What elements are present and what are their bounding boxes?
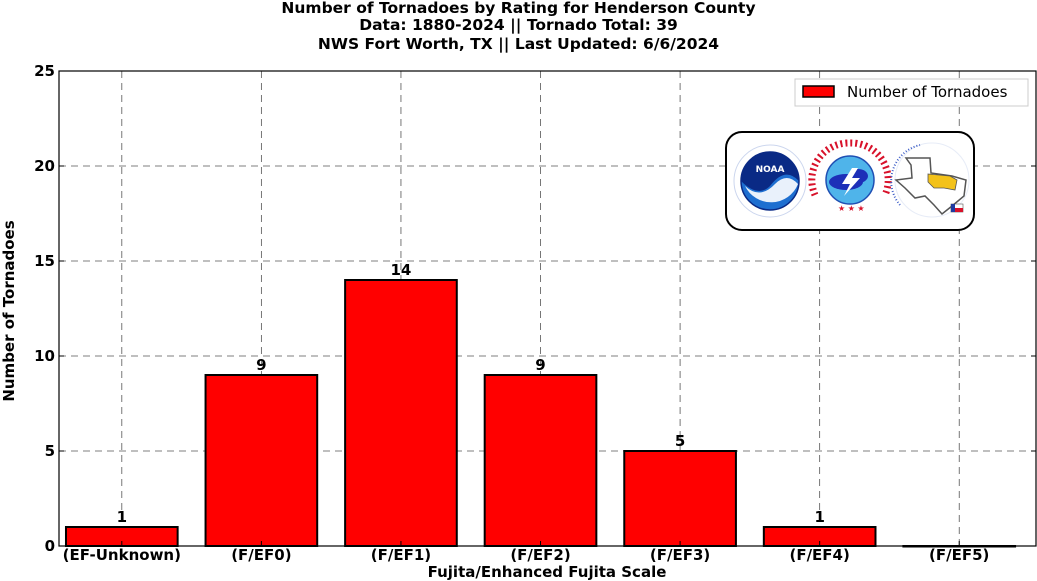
svg-text:★ ★ ★: ★ ★ ★ bbox=[838, 204, 865, 213]
chart-title-line-2: Data: 1880-2024 || Tornado Total: 39 bbox=[359, 16, 678, 34]
legend: Number of Tornadoes bbox=[794, 78, 1029, 107]
x-tick-label-6: (F/EF5) bbox=[929, 546, 989, 564]
data-label-3: 9 bbox=[535, 356, 545, 374]
nws-fort-worth-logo bbox=[890, 142, 970, 218]
x-ticks-group: (EF-Unknown) (F/EF0) (F/EF1) (F/EF2) (F/EF3)… bbox=[63, 541, 989, 564]
data-label-2: 14 bbox=[391, 261, 412, 279]
y-tick-label: 15 bbox=[34, 252, 55, 270]
y-tick-label: 0 bbox=[45, 537, 55, 555]
bar-1 bbox=[204, 374, 319, 547]
y-tick-label: 5 bbox=[45, 442, 55, 460]
x-tick-label-1: (F/EF0) bbox=[231, 546, 291, 564]
bars-group bbox=[64, 279, 1017, 548]
y-tick-label: 25 bbox=[34, 62, 55, 80]
bar-3 bbox=[483, 374, 598, 547]
nws-logo: ★ ★ ★ bbox=[808, 139, 892, 217]
legend-label: Number of Tornadoes bbox=[847, 83, 1008, 101]
legend-swatch bbox=[802, 85, 835, 98]
data-label-1: 9 bbox=[256, 356, 266, 374]
y-tick-label: 20 bbox=[34, 157, 55, 175]
x-tick-label-3: (F/EF2) bbox=[510, 546, 570, 564]
x-tick-label-2: (F/EF1) bbox=[371, 546, 431, 564]
logos-panel: NOAA ★ ★ ★ bbox=[725, 131, 975, 231]
x-tick-label-5: (F/EF4) bbox=[789, 546, 849, 564]
svg-text:NOAA: NOAA bbox=[756, 165, 785, 175]
plot-frame bbox=[58, 70, 1037, 547]
data-label-0: 1 bbox=[117, 508, 127, 526]
y-tick-label: 10 bbox=[34, 347, 55, 365]
data-label-5: 1 bbox=[814, 508, 824, 526]
bar-2 bbox=[344, 279, 458, 547]
x-tick-label-4: (F/EF3) bbox=[650, 546, 710, 564]
x-tick-label-0: (EF-Unknown) bbox=[63, 546, 181, 564]
bar-4 bbox=[623, 450, 737, 547]
data-label-4: 5 bbox=[675, 432, 685, 450]
x-axis-label: Fujita/Enhanced Fujita Scale bbox=[428, 563, 667, 581]
chart-title-line-3: NWS Fort Worth, TX || Last Updated: 6/6/… bbox=[317, 35, 720, 53]
y-axis-label: Number of Tornadoes bbox=[0, 220, 18, 401]
noaa-logo: NOAA bbox=[733, 144, 807, 218]
chart-title-line-1: Number of Tornadoes by Rating for Hender… bbox=[281, 0, 756, 17]
